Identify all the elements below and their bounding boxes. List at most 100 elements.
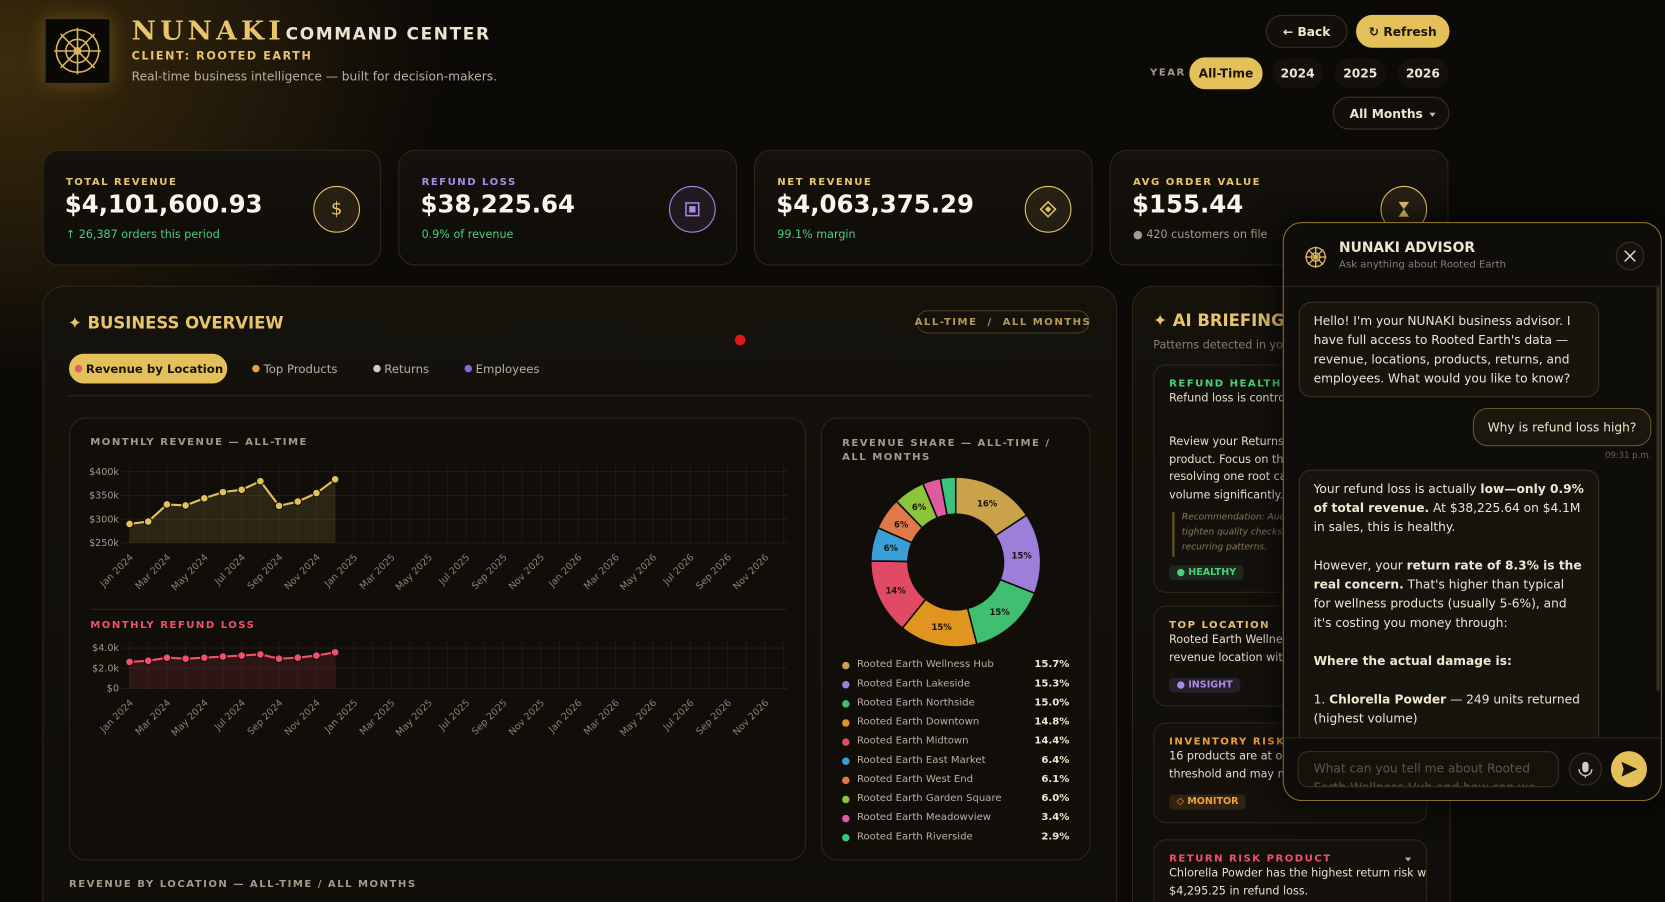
tab-label: Employees [475,361,540,376]
divider [1283,737,1661,739]
text-run: return rate of 8.3% is the real concern. [1313,557,1582,592]
caret [1429,112,1436,117]
send-button[interactable] [1610,750,1648,788]
section-title: REVENUE BY LOCATION — ALL-TIME / ALL MON… [69,878,417,891]
legend-swatch [842,795,850,804]
legend-label: Rooted Earth West End [856,773,974,786]
expand-caret[interactable] [1404,857,1412,862]
overview-title: ✦ BUSINESS OVERVIEW [67,313,284,333]
text-run: At $38,225.64 on $4.1M in sales, this is… [1313,500,1581,535]
advisor-title: NUNAKI ADVISOR [1339,240,1475,257]
text-run: — 249 units returned (highest volume) [1313,691,1580,726]
revenue-chart-title: MONTHLY REVENUE — ALL-TIME [90,436,308,449]
refund-chart-title: MONTHLY REFUND LOSS [90,619,256,632]
card-text: $4,295.25 in refund loss. [1169,884,1309,898]
month-dropdown[interactable]: All Months [1332,96,1450,130]
kpi-value: $155.44 [1131,191,1244,219]
text-run: Chlorella Powder [1329,691,1447,707]
kpi-label: NET REVENUE [777,176,873,189]
share-chart-title: REVENUE SHARE — ALL-TIME / ALL MONTHS [842,437,1051,464]
logo [44,18,111,84]
refresh-button[interactable]: ↻ Refresh [1356,14,1450,48]
year-label: YEAR [1150,66,1186,79]
mic-button[interactable] [1568,752,1602,786]
year-pill[interactable]: 2026 [1396,57,1450,90]
text-run: Your refund loss is actually [1313,481,1481,497]
legend-label: Rooted Earth Wellness Hub [856,658,994,671]
text-run: However, your [1313,557,1407,573]
back-button[interactable]: ← Back [1265,14,1348,48]
card-text: 16 products are at or be [1169,750,1305,763]
advisor-logo [1305,246,1327,268]
user-row: Why is refund loss high? [1299,407,1656,447]
kpi-icon [1024,185,1072,233]
bot-bubble: Your refund loss is actually low—only 0.… [1298,469,1600,738]
divider [67,395,1091,397]
legend-swatch [842,680,850,689]
card-text: threshold and may need [1169,767,1306,781]
card-title: RETURN RISK PRODUCT [1169,853,1332,865]
kpi-icon-shape [1398,201,1410,217]
tab-icon [252,364,260,373]
kpi-card: TOTAL REVENUE $4,101,600.93 ↑ 26,387 order… [42,149,382,266]
tab-label: Top Products [263,361,338,376]
brand: NUNAKI [131,14,285,46]
close-button[interactable] [1615,241,1645,271]
card-title: INVENTORY RISK [1169,736,1286,748]
kpi-note: 99.1% margin [777,228,856,242]
legend-value: 15.3% [1034,677,1070,690]
legend-value: 14.8% [1034,716,1070,728]
tab[interactable]: Revenue by Location [69,353,228,384]
trend-card [69,417,806,861]
paragraph: 1. Chlorella Powder — 249 units returned… [1314,689,1585,727]
paragraph: Where the actual damage is: [1314,651,1585,670]
kpi-value: $4,063,375.29 [776,191,975,219]
advisor-subtitle: Ask anything about Rooted Earth [1339,259,1507,271]
card-detail: volume significantly. [1169,488,1284,501]
tab[interactable]: Employees [454,354,547,384]
chat-input[interactable]: What can you tell me about Rooted Earth … [1297,751,1559,788]
legend-swatch [842,757,850,765]
legend-value: 6.1% [1041,773,1070,786]
tab[interactable]: Top Products [240,354,348,384]
legend-label: Rooted Earth Midtown [856,735,969,747]
legend-value: 6.4% [1041,754,1070,766]
legend-swatch [842,700,850,708]
kpi-icon-shape [1039,200,1057,218]
kpi-icon [668,185,716,233]
kpi-icon: $ [313,185,360,233]
recommendation: Recommendation: Audit tighten quality che… [1172,512,1416,557]
card-title: TOP LOCATION [1169,619,1271,632]
advisor-panel: NUNAKI ADVISOR Ask anything about Rooted… [1282,222,1662,802]
year-pill[interactable]: 2025 [1333,57,1387,90]
tagline: Real-time business intelligence — built … [131,69,497,84]
legend-label: Rooted Earth Meadowview [856,811,992,824]
kpi-label: TOTAL REVENUE [65,176,178,189]
message-time: 09:31 p.m. [1604,450,1652,461]
tab-label: Revenue by Location [85,361,224,376]
kpi-value: $38,225.64 [420,191,576,219]
kpi-note: 0.9% of revenue [421,228,514,242]
card-text: Refund loss is controlle [1169,392,1299,405]
tab-icon [74,364,83,373]
card-detail: Review your Returns tab [1169,435,1306,449]
legend-value: 3.4% [1041,811,1070,824]
legend-value: 6.0% [1041,792,1070,805]
legend-swatch [842,776,850,785]
red-dot [734,334,746,346]
legend-label: Rooted Earth Northside [856,696,975,709]
paragraph: However, your return rate of 8.3% is the… [1314,556,1585,632]
kpi-note: ● 420 customers on file [1133,228,1268,242]
kpi-note: ↑ 26,387 orders this period [65,228,220,242]
divider [1283,285,1661,287]
text-run: 1. [1313,691,1330,707]
tab[interactable]: Returns [363,354,437,384]
card-detail: product. Focus on the # [1169,453,1304,466]
year-pill[interactable]: All-Time [1189,57,1263,90]
recommendation-line: tighten quality checks, c [1181,526,1293,538]
year-pill[interactable]: 2024 [1271,57,1325,90]
legend-swatch [842,719,850,727]
legend-label: Rooted Earth East Market [856,754,986,766]
